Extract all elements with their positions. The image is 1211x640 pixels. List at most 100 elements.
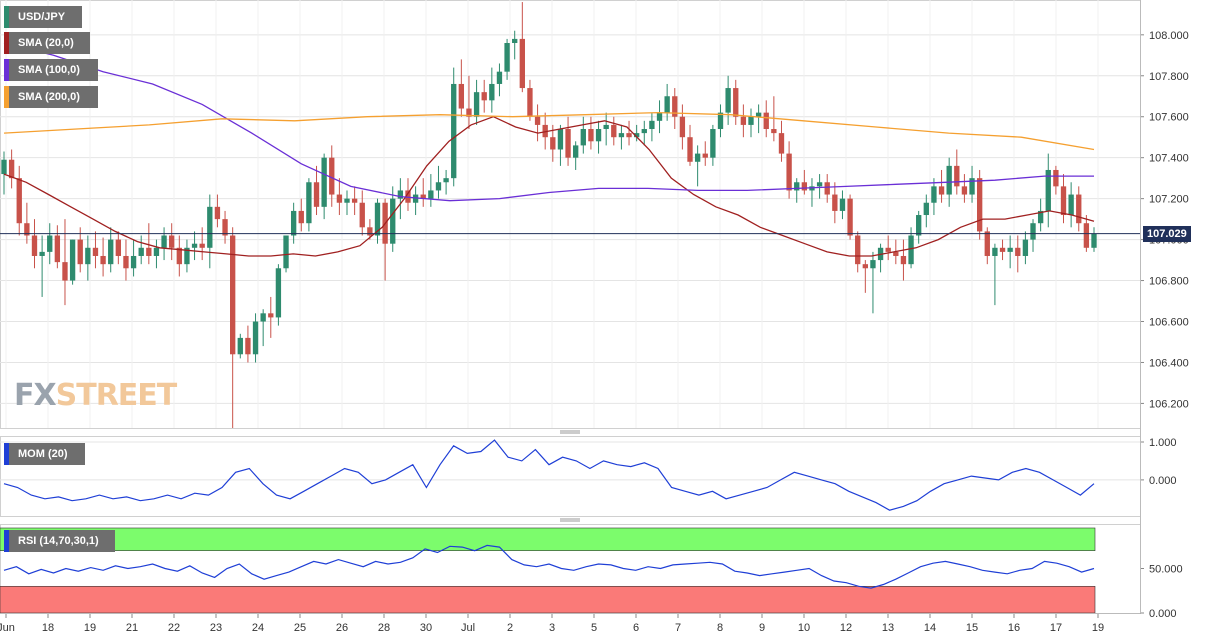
sma-line-2 xyxy=(3,111,1095,151)
date-tick-label: 6 xyxy=(633,622,639,634)
candle-body xyxy=(146,247,152,256)
candle-body xyxy=(1091,233,1097,248)
symbol-tag-bar xyxy=(4,6,9,28)
candle-body xyxy=(138,247,144,256)
candle-body xyxy=(245,337,251,355)
candle-body xyxy=(481,92,487,101)
candle-body xyxy=(123,255,129,269)
rsi-tag: RSI (14,70,30,1) xyxy=(4,530,115,552)
candle-body xyxy=(359,202,365,228)
candle-body xyxy=(313,182,320,207)
rsi-tag-bar xyxy=(4,530,9,552)
candle-body xyxy=(504,43,510,72)
candle-body xyxy=(367,227,373,236)
candle-body xyxy=(824,182,830,195)
candle-body xyxy=(161,235,167,248)
date-tick-label: 8 xyxy=(717,622,723,634)
candle-body xyxy=(1,159,7,175)
date-tick-label: 17 xyxy=(1050,622,1062,634)
date-tick-label: 14 xyxy=(924,622,936,634)
date-tick-label: 13 xyxy=(882,622,894,634)
date-tick-label: 3 xyxy=(549,622,555,634)
candle-body xyxy=(69,239,76,281)
candle-body xyxy=(435,182,442,191)
date-tick-label: Jun xyxy=(0,622,15,634)
candle-body xyxy=(412,194,419,203)
price-tick-label: 107.400 xyxy=(1149,153,1189,165)
date-tick-label: 9 xyxy=(759,622,765,634)
date-tick-label: 10 xyxy=(798,622,810,634)
candle-body xyxy=(329,157,335,195)
candle-body xyxy=(184,247,190,265)
logo-fx: FX xyxy=(14,378,57,413)
date-tick-label: 12 xyxy=(840,622,852,634)
rsi-overbought-zone xyxy=(0,527,1096,552)
price-tick-label: 107.800 xyxy=(1149,71,1189,83)
date-tick-label: 2 xyxy=(507,622,513,634)
date-tick-label: 19 xyxy=(84,622,96,634)
candle-body xyxy=(603,124,609,130)
candle-body xyxy=(24,223,30,236)
date-tick-label: 5 xyxy=(591,622,597,634)
candle-body xyxy=(672,96,678,117)
candle-body xyxy=(702,153,708,158)
last-price-flag: 107.029 xyxy=(1143,226,1191,242)
candle-body xyxy=(885,247,891,252)
price-panel-frame xyxy=(0,0,1141,429)
candle-body xyxy=(763,112,769,130)
candle-body xyxy=(1037,210,1044,224)
candle-body xyxy=(16,178,22,224)
candle-body xyxy=(321,157,327,207)
candle-body xyxy=(893,251,899,256)
candle-body xyxy=(611,124,617,138)
symbol-tag: USD/JPY xyxy=(4,6,82,28)
candle-body xyxy=(489,83,495,101)
candle-body xyxy=(999,247,1006,252)
candle-body xyxy=(237,337,243,355)
candle-body xyxy=(550,137,556,150)
date-tick-label: 28 xyxy=(378,622,390,634)
candle-body xyxy=(8,159,15,179)
candle-body xyxy=(1060,186,1067,216)
candle-body xyxy=(633,133,640,138)
rsi-tick-label: 50.000 xyxy=(1149,564,1183,576)
sma200-tag-bar xyxy=(4,86,9,108)
candle-body xyxy=(976,178,983,232)
sma200-tag: SMA (200,0) xyxy=(4,86,98,108)
candle-body xyxy=(740,116,747,125)
candle-body xyxy=(496,71,503,84)
candle-body xyxy=(954,165,960,187)
sma20-label: SMA (20,0) xyxy=(18,37,74,49)
date-tick-label: 7 xyxy=(675,622,681,634)
sma-line-0 xyxy=(3,115,1095,257)
mom-tag: MOM (20) xyxy=(4,443,85,465)
candle-body xyxy=(992,247,998,256)
sma-line-1 xyxy=(3,42,1094,202)
price-tick-label: 107.600 xyxy=(1149,112,1189,124)
candle-body xyxy=(832,194,838,211)
candle-body xyxy=(710,129,716,158)
candle-body xyxy=(428,190,434,199)
sma100-label: SMA (100,0) xyxy=(18,64,80,76)
candle-body xyxy=(664,96,670,113)
candle-body xyxy=(748,116,754,125)
candle-body xyxy=(473,92,480,117)
candle-body xyxy=(733,88,739,117)
candle-body xyxy=(557,129,564,150)
candle-body xyxy=(260,313,266,322)
candle-body xyxy=(62,262,68,281)
candle-body xyxy=(336,194,343,203)
candle-body xyxy=(85,247,91,265)
candle-body xyxy=(207,206,213,248)
logo-street: STREET xyxy=(55,378,178,413)
candle-body xyxy=(31,235,38,256)
candle-body xyxy=(176,247,182,265)
candle-body xyxy=(268,313,274,318)
candle-body xyxy=(290,210,297,236)
price-tick-label: 106.200 xyxy=(1149,398,1189,410)
candle-body xyxy=(443,178,449,183)
candle-body xyxy=(92,247,99,256)
candle-body xyxy=(618,133,625,138)
candle-body xyxy=(984,231,990,256)
date-tick-label: 16 xyxy=(1008,622,1020,634)
